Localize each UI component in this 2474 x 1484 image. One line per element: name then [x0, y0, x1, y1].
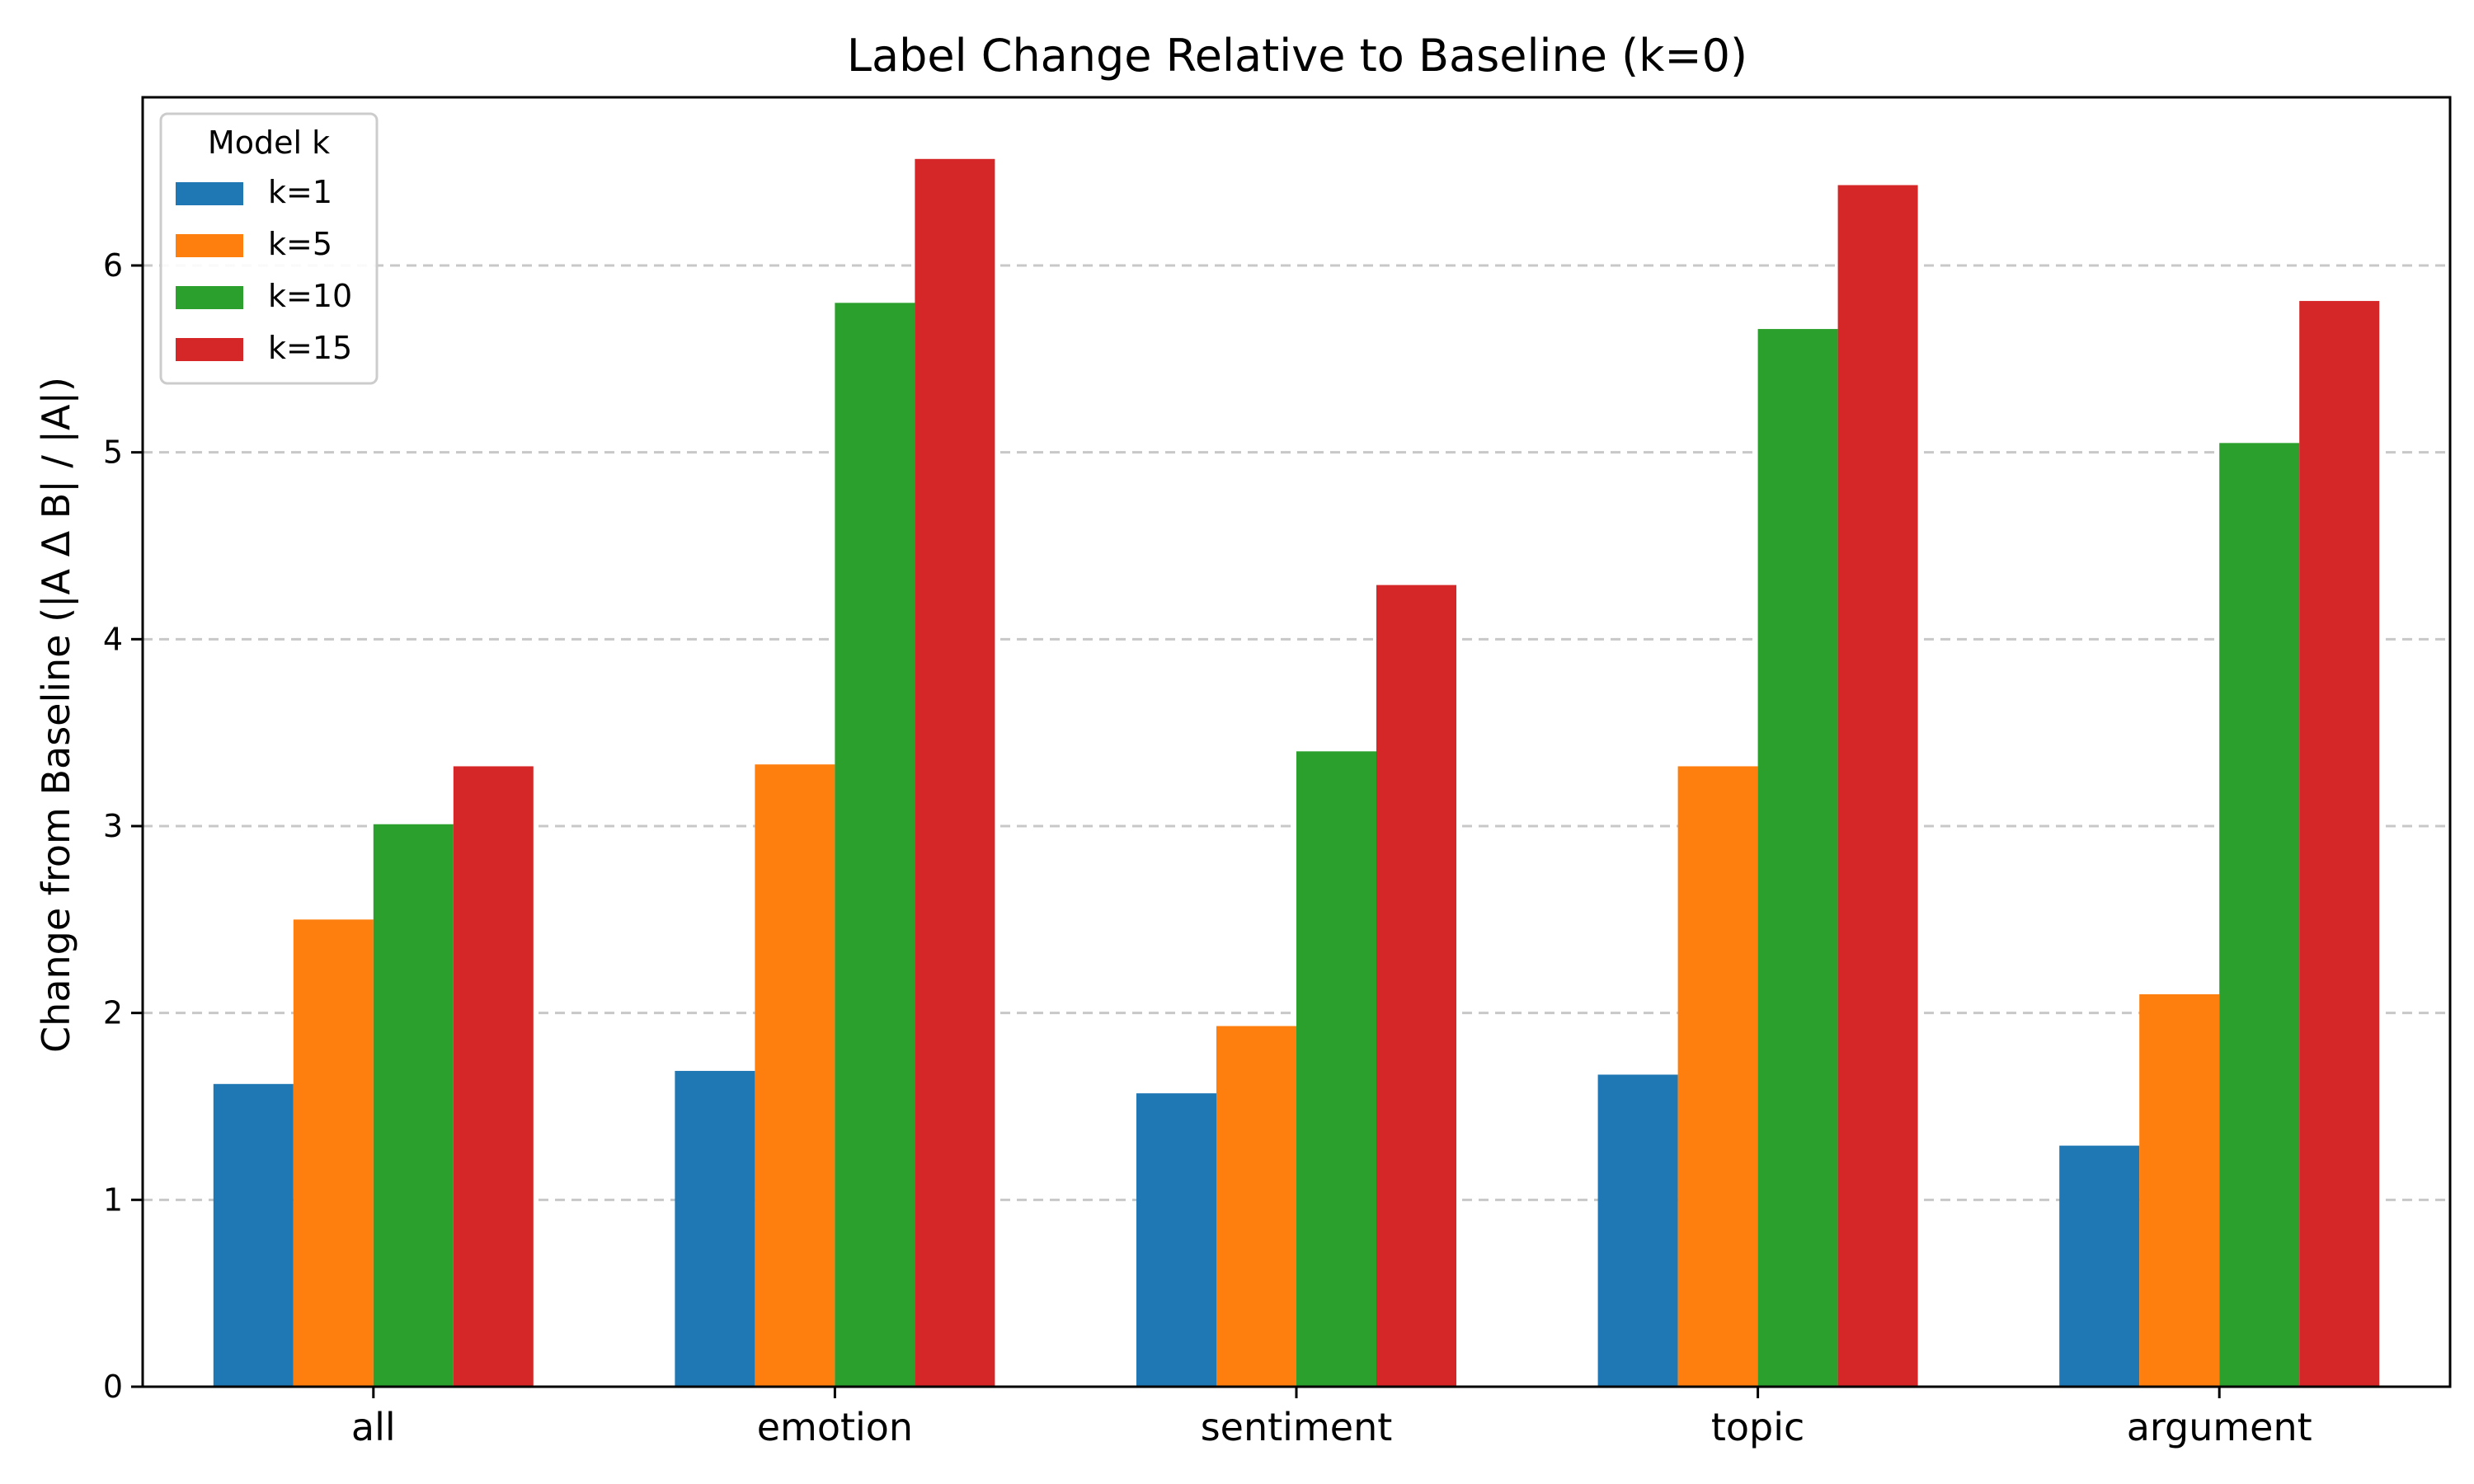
- bar: [2299, 301, 2380, 1388]
- y-tick-label: 4: [103, 621, 123, 657]
- legend-label: k=10: [268, 278, 352, 314]
- bar: [675, 1070, 755, 1387]
- x-tick-label: topic: [1711, 1405, 1804, 1449]
- legend-label: k=15: [268, 330, 352, 366]
- bar: [1296, 751, 1376, 1387]
- bar: [2059, 1145, 2140, 1387]
- bar: [835, 303, 915, 1387]
- y-tick-label: 3: [103, 808, 123, 844]
- bar: [453, 766, 534, 1387]
- y-tick-label: 5: [103, 434, 123, 471]
- legend-swatch: [176, 182, 243, 205]
- x-tick-label: emotion: [757, 1405, 913, 1449]
- y-tick-label: 0: [103, 1369, 123, 1405]
- x-tick-label: argument: [2127, 1405, 2312, 1449]
- y-tick-label: 2: [103, 995, 123, 1031]
- x-tick-label: all: [351, 1405, 396, 1449]
- bar: [373, 824, 454, 1387]
- bar: [1216, 1026, 1296, 1387]
- bar: [213, 1083, 294, 1387]
- tick-layer: 0 1 2 3 4 5 6 all emotion sentiment topic argument: [103, 247, 2312, 1449]
- bar: [1837, 185, 1918, 1388]
- bar: [1677, 766, 1758, 1387]
- bar: [1136, 1093, 1216, 1387]
- legend-label: k=1: [268, 174, 332, 210]
- bar: [755, 764, 835, 1387]
- legend-swatch: [176, 286, 243, 309]
- bar: [2139, 994, 2220, 1387]
- x-tick-label: sentiment: [1201, 1405, 1393, 1449]
- legend-swatch: [176, 234, 243, 257]
- legend-box: [159, 112, 379, 385]
- legend-label: k=5: [268, 226, 332, 262]
- bar: [1757, 329, 1838, 1388]
- y-axis-title: Change from Baseline (|A Δ B| / |A|): [34, 377, 79, 1053]
- legend-title: Model k: [208, 124, 330, 161]
- legend: Model k k=1 k=5 k=10 k=15: [159, 112, 379, 385]
- legend-swatch: [176, 338, 243, 361]
- bar: [2219, 443, 2300, 1388]
- y-tick-label: 1: [103, 1181, 123, 1218]
- bar: [915, 158, 995, 1387]
- bars-layer: [213, 158, 2380, 1388]
- bar: [1597, 1074, 1678, 1387]
- y-tick-label: 6: [103, 247, 123, 284]
- chart-title: Label Change Relative to Baseline (k=0): [847, 30, 1747, 82]
- bar: [293, 919, 374, 1387]
- bar: [1376, 585, 1456, 1387]
